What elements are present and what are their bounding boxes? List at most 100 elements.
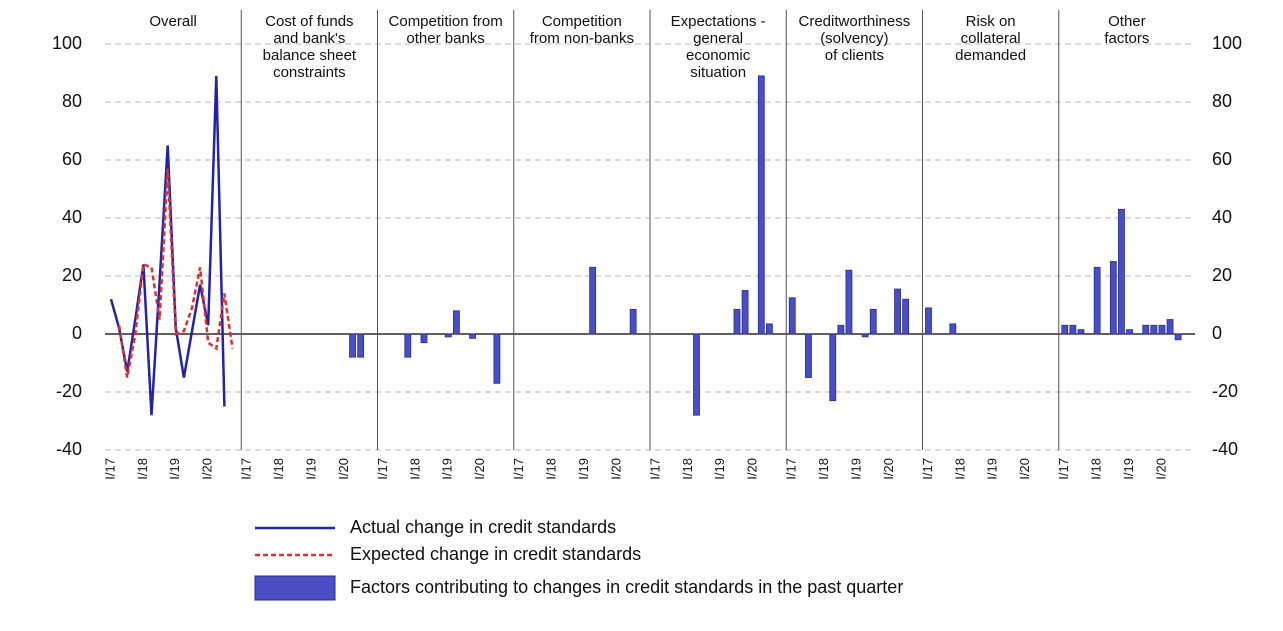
bar — [1077, 329, 1085, 335]
bar — [805, 333, 812, 378]
bar — [629, 308, 637, 335]
legend-label: Actual change in credit standards — [350, 517, 616, 537]
y-tick-label: 20 — [62, 265, 82, 285]
x-tick-label: I/19 — [985, 458, 1000, 480]
panel-title: Creditworthiness (solvency) of clients — [799, 13, 911, 64]
y-tick-label: 40 — [62, 207, 82, 227]
x-tick-label: I/18 — [1089, 458, 1104, 480]
x-tick-label: I/20 — [881, 458, 896, 480]
y2-tick-label: 60 — [1212, 149, 1232, 169]
y2-tick-label: 80 — [1212, 91, 1232, 111]
x-tick-label: I/18 — [135, 458, 150, 480]
bar — [1093, 266, 1101, 335]
bar — [693, 333, 700, 416]
x-tick-label: I/20 — [1017, 458, 1032, 480]
bar — [589, 266, 597, 335]
bar — [420, 333, 428, 344]
y2-tick-label: -20 — [1212, 381, 1238, 401]
bar — [1118, 208, 1125, 335]
bar — [894, 288, 901, 335]
bar — [837, 324, 845, 335]
x-tick-label: I/20 — [472, 458, 487, 480]
x-tick-label: I/18 — [952, 458, 967, 480]
x-tick-label: I/17 — [1056, 458, 1071, 480]
x-tick-label: I/17 — [511, 458, 526, 480]
panel-title: Overall — [149, 13, 197, 30]
y-tick-label: 100 — [52, 33, 82, 53]
y2-tick-label: -40 — [1212, 439, 1238, 459]
bar — [741, 290, 749, 335]
panel-title: Risk on collateral demanded — [955, 13, 1026, 64]
x-tick-label: I/20 — [1153, 458, 1168, 480]
x-tick-label: I/17 — [239, 458, 254, 480]
bar — [1158, 324, 1166, 335]
legend-label: Expected change in credit standards — [350, 544, 641, 564]
bar — [829, 333, 837, 402]
bar — [902, 298, 910, 335]
y-tick-label: -20 — [56, 381, 82, 401]
bar — [925, 307, 932, 335]
x-tick-label: I/17 — [920, 458, 935, 480]
bar — [845, 269, 853, 335]
x-tick-label: I/18 — [407, 458, 422, 480]
x-tick-label: I/17 — [647, 458, 662, 480]
panel-title: Other factors — [1104, 13, 1149, 47]
panel-title: Competition from other banks — [389, 13, 503, 47]
x-tick-label: I/19 — [848, 458, 863, 480]
y-tick-label: 60 — [62, 149, 82, 169]
x-tick-label: I/20 — [608, 458, 623, 480]
bar — [766, 323, 773, 335]
y-tick-label: 0 — [72, 323, 82, 343]
x-tick-label: I/20 — [200, 458, 215, 480]
legend-swatch — [254, 575, 336, 601]
y2-tick-label: 100 — [1212, 33, 1242, 53]
y2-tick-label: 40 — [1212, 207, 1232, 227]
bar — [1069, 324, 1077, 335]
x-tick-label: I/17 — [102, 458, 117, 480]
panel-title: Competition from non-banks — [530, 13, 634, 47]
panel-title: Cost of funds and bank's balance sheet cons… — [263, 13, 357, 81]
bar — [444, 333, 452, 338]
x-tick-label: I/19 — [303, 458, 318, 480]
x-tick-label: I/19 — [440, 458, 455, 480]
x-tick-label: I/19 — [712, 458, 727, 480]
y-tick-label: -40 — [56, 439, 82, 459]
bar — [357, 333, 365, 358]
bar — [1150, 324, 1158, 335]
bar — [452, 310, 460, 335]
x-tick-label: I/20 — [336, 458, 351, 480]
bar — [404, 333, 412, 358]
x-tick-label: I/18 — [680, 458, 695, 480]
bar — [1166, 319, 1174, 335]
bar — [861, 333, 869, 338]
x-tick-label: I/19 — [1121, 458, 1136, 480]
x-tick-label: I/17 — [375, 458, 390, 480]
x-tick-label: I/20 — [745, 458, 760, 480]
bar — [869, 308, 877, 335]
bar — [1174, 333, 1182, 341]
line-series — [117, 168, 234, 378]
legend-label: Factors contributing to changes in credi… — [350, 577, 903, 597]
bar — [1109, 261, 1117, 335]
x-tick-label: I/18 — [816, 458, 831, 480]
y2-tick-label: 0 — [1212, 323, 1222, 343]
bar — [469, 333, 477, 339]
x-tick-label: I/18 — [271, 458, 286, 480]
bar — [757, 75, 765, 335]
y2-tick-label: 20 — [1212, 265, 1232, 285]
bar — [349, 333, 356, 358]
line-series — [109, 75, 226, 416]
bar — [493, 333, 501, 384]
y-tick-label: 80 — [62, 91, 82, 111]
bar — [949, 323, 957, 335]
bar — [788, 297, 796, 335]
x-tick-label: I/19 — [576, 458, 591, 480]
bar — [1142, 324, 1150, 335]
x-tick-label: I/18 — [544, 458, 559, 480]
x-tick-label: I/17 — [784, 458, 799, 480]
bar — [1061, 324, 1069, 335]
panel-title: Expectations -general economic situation — [671, 13, 766, 81]
x-tick-label: I/19 — [167, 458, 182, 480]
bar — [733, 308, 741, 335]
